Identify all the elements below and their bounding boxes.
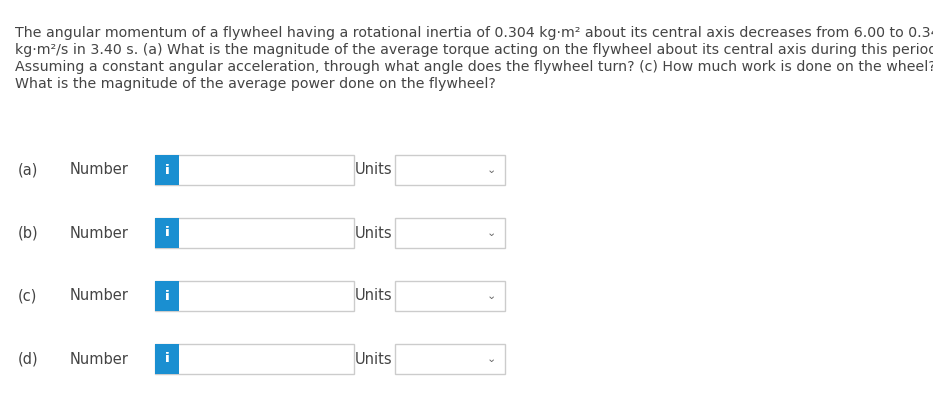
FancyBboxPatch shape (395, 218, 505, 248)
Text: (b): (b) (18, 226, 38, 241)
Text: (d): (d) (18, 351, 38, 367)
FancyBboxPatch shape (155, 155, 354, 185)
FancyBboxPatch shape (155, 281, 179, 311)
Text: i: i (165, 353, 169, 365)
Text: (c): (c) (18, 288, 37, 303)
Text: (a): (a) (18, 162, 38, 178)
Text: Number: Number (70, 226, 129, 241)
Text: Number: Number (70, 351, 129, 367)
FancyBboxPatch shape (395, 155, 505, 185)
Text: i: i (165, 226, 169, 239)
FancyBboxPatch shape (395, 281, 505, 311)
Text: ⌄: ⌄ (486, 291, 495, 301)
FancyBboxPatch shape (155, 281, 179, 311)
Text: kg·m²/s in 3.40 s. (a) What is the magnitude of the average torque acting on the: kg·m²/s in 3.40 s. (a) What is the magni… (15, 43, 933, 57)
FancyBboxPatch shape (155, 155, 179, 185)
FancyBboxPatch shape (155, 218, 179, 248)
FancyBboxPatch shape (155, 344, 179, 374)
Text: i: i (165, 163, 169, 176)
Text: ⌄: ⌄ (486, 165, 495, 175)
Text: What is the magnitude of the average power done on the flywheel?: What is the magnitude of the average pow… (15, 77, 495, 91)
FancyBboxPatch shape (395, 344, 505, 374)
Text: Units: Units (355, 162, 393, 178)
FancyBboxPatch shape (155, 344, 179, 374)
Text: i: i (165, 226, 169, 239)
Text: Units: Units (355, 226, 393, 241)
Text: i: i (165, 353, 169, 365)
FancyBboxPatch shape (155, 155, 179, 185)
FancyBboxPatch shape (155, 344, 354, 374)
Text: ⌄: ⌄ (486, 228, 495, 238)
Text: Number: Number (70, 288, 129, 303)
FancyBboxPatch shape (155, 218, 354, 248)
Text: Units: Units (355, 351, 393, 367)
FancyBboxPatch shape (155, 218, 179, 248)
Text: Units: Units (355, 288, 393, 303)
Text: i: i (165, 290, 169, 303)
Text: The angular momentum of a flywheel having a rotational inertia of 0.304 kg·m² ab: The angular momentum of a flywheel havin… (15, 26, 933, 40)
Text: Assuming a constant angular acceleration, through what angle does the flywheel t: Assuming a constant angular acceleration… (15, 60, 933, 74)
Text: i: i (165, 290, 169, 303)
FancyBboxPatch shape (155, 281, 354, 311)
Text: i: i (165, 163, 169, 176)
Text: ⌄: ⌄ (486, 354, 495, 364)
Text: Number: Number (70, 162, 129, 178)
